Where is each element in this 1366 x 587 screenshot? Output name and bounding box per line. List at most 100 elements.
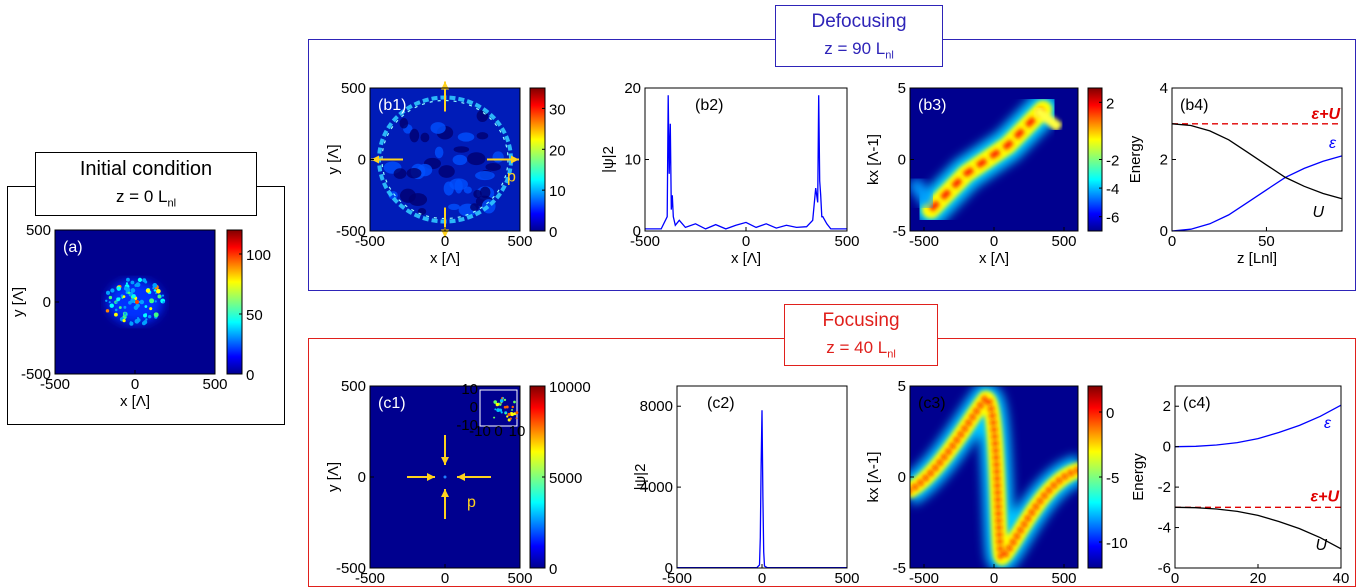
speckle-a (162, 300, 165, 304)
ring-blob-b1 (452, 154, 468, 166)
y-axis-label-c2: |ψ|2 (632, 464, 649, 491)
ring-blob-b1 (476, 132, 489, 140)
inset-speckle-c1 (511, 405, 514, 409)
y-tick-label-a: -500 (21, 366, 51, 383)
energy-line-c4-0 (1174, 404, 1342, 448)
speckle-a (130, 288, 136, 293)
x-tick-label-b2: -500 (630, 233, 660, 250)
ring-blob-b1 (438, 165, 455, 178)
x-tick-label-b3: -500 (909, 233, 939, 250)
plot-border-b1 (369, 87, 521, 232)
y-tick-label-b2: 0 (633, 223, 641, 240)
energy-line-b4-2 (1171, 123, 1343, 200)
inset-speckle-c1 (495, 402, 500, 407)
speckle-a (123, 305, 127, 309)
ring-blob-b1 (434, 146, 444, 159)
x-tick-label-a: 0 (131, 376, 139, 393)
panel-tag-b2: (b2) (695, 97, 723, 114)
y-tick-label-c4: 2 (1163, 398, 1171, 415)
density-line-c2 (677, 410, 847, 569)
panel-tag-b4: (b4) (1180, 97, 1208, 114)
inset-c1 (479, 389, 518, 427)
speckle-a (105, 299, 108, 302)
ring-blob-b1 (470, 203, 479, 212)
ring-blob-b1 (463, 186, 472, 194)
ring-blob-b1 (467, 152, 486, 166)
defocusing-title: Defocusing (811, 11, 907, 32)
x-tick-label-c3: 0 (990, 570, 998, 587)
arrowhead-c1 (457, 473, 465, 481)
energy-line-c4-2 (1174, 506, 1342, 550)
y-tick-label-c2: 0 (665, 560, 673, 577)
defocusing-z-sub: nl (885, 49, 894, 62)
panel-tag-c2: (c2) (707, 395, 735, 412)
x-tick-label-b4: 0 (1168, 233, 1176, 250)
phase-core-c3 (910, 395, 1078, 561)
speckle-a (122, 319, 126, 323)
y-axis-label-c1: y [Λ] (325, 462, 342, 492)
speckle-a (136, 318, 141, 322)
arrowhead-b1 (511, 155, 519, 164)
colorbar-label-a: 100 (246, 247, 271, 264)
legend-eu-b4: ε+U (1311, 106, 1340, 123)
colorbar-label-c1: 0 (549, 561, 557, 578)
x-tick-label-c2: 500 (834, 570, 859, 587)
speckle-a (153, 312, 159, 318)
y-tick-label-b4: 4 (1160, 80, 1168, 97)
colorbar-label-b3: -2 (1106, 153, 1119, 170)
arrowhead-c1 (441, 457, 449, 465)
colorbar-b1 (529, 87, 546, 232)
speckle-a (125, 282, 129, 285)
ring-blob-b1 (406, 167, 422, 179)
speckle-a (113, 312, 118, 317)
speckle-a (127, 291, 131, 294)
y-tick-label-c1: -500 (336, 560, 366, 577)
inset-ytick-c1: -10 (456, 417, 478, 434)
panel-tag-b1: (b1) (378, 97, 406, 114)
colorbar-label-b1: 0 (549, 224, 557, 241)
ring-blob-b1 (457, 132, 475, 142)
inset-speckle-c1 (511, 408, 513, 411)
y-axis-label-b1: y [Λ] (325, 144, 342, 174)
y-tick-label-b3: 0 (898, 152, 906, 169)
momentum-label-c1: p (467, 494, 476, 511)
speckle-a (105, 290, 111, 295)
ring-blob-b1 (485, 162, 501, 171)
x-axis-label-a: x [Λ] (120, 393, 150, 410)
colorbar-label-a: 0 (246, 367, 254, 384)
initial-label-box: Initial condition z = 0 Lnl (35, 152, 257, 216)
inset-speckle-c1 (515, 417, 518, 420)
speckle-a (143, 320, 148, 325)
inset-speckle-c1 (500, 411, 503, 414)
ring-blob-b1 (453, 146, 470, 153)
speckle-a (108, 295, 113, 300)
y-tick-label-c2: 8000 (640, 398, 673, 415)
x-tick-label-b4: 50 (1258, 233, 1275, 250)
x-tick-label-b3: 0 (990, 233, 998, 250)
speckle-a (135, 303, 140, 308)
y-tick-label-b2: 10 (624, 152, 641, 169)
speckle-a (116, 286, 122, 291)
panel-tag-c3: (c3) (918, 395, 946, 412)
colorbar-label-c1: 10000 (549, 379, 591, 396)
inset-xtick-c1: 10 (509, 423, 526, 440)
ring-blob-b1 (475, 171, 495, 181)
panel-tag-b3: (b3) (918, 97, 946, 114)
speckle-a (144, 305, 148, 308)
y-axis-label-c4: Energy (1130, 453, 1147, 501)
x-tick-label-b1: -500 (355, 233, 385, 250)
y-tick-label-b4: 2 (1160, 152, 1168, 169)
y-tick-label-c1: 0 (358, 469, 366, 486)
speckle-a (128, 300, 132, 305)
panel-tag-c1: (c1) (378, 395, 406, 412)
plot-border-b4 (1171, 87, 1343, 232)
plot-border-b2 (644, 87, 848, 232)
speckle-group-a (105, 277, 166, 326)
speckle-a (149, 298, 155, 304)
ring-blob-b1 (473, 189, 482, 199)
colorbar-a (226, 229, 243, 375)
speckle-a (149, 307, 153, 311)
energy-line-b4-1 (1171, 155, 1343, 232)
x-tick-label-c2: 0 (758, 570, 766, 587)
x-tick-label-a: -500 (40, 376, 70, 393)
